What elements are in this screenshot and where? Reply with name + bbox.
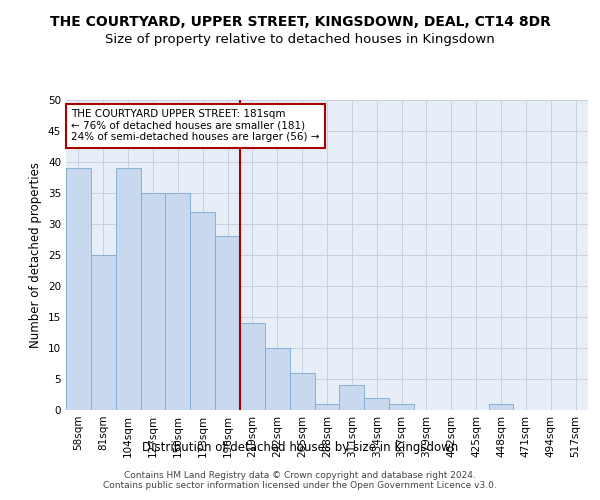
- Bar: [140, 193, 166, 410]
- Text: THE COURTYARD, UPPER STREET, KINGSDOWN, DEAL, CT14 8DR: THE COURTYARD, UPPER STREET, KINGSDOWN, …: [50, 15, 550, 29]
- Bar: [116, 168, 140, 410]
- Text: THE COURTYARD UPPER STREET: 181sqm
← 76% of detached houses are smaller (181)
24: THE COURTYARD UPPER STREET: 181sqm ← 76%…: [71, 110, 320, 142]
- Bar: [240, 323, 265, 410]
- Bar: [364, 398, 389, 410]
- Y-axis label: Number of detached properties: Number of detached properties: [29, 162, 43, 348]
- Bar: [389, 404, 414, 410]
- Bar: [91, 255, 116, 410]
- Bar: [290, 373, 314, 410]
- Text: Distribution of detached houses by size in Kingsdown: Distribution of detached houses by size …: [142, 441, 458, 454]
- Bar: [215, 236, 240, 410]
- Text: Contains HM Land Registry data © Crown copyright and database right 2024.
Contai: Contains HM Land Registry data © Crown c…: [103, 470, 497, 490]
- Bar: [265, 348, 290, 410]
- Bar: [314, 404, 340, 410]
- Text: Size of property relative to detached houses in Kingsdown: Size of property relative to detached ho…: [105, 32, 495, 46]
- Bar: [488, 404, 514, 410]
- Bar: [190, 212, 215, 410]
- Bar: [340, 385, 364, 410]
- Bar: [166, 193, 190, 410]
- Bar: [66, 168, 91, 410]
